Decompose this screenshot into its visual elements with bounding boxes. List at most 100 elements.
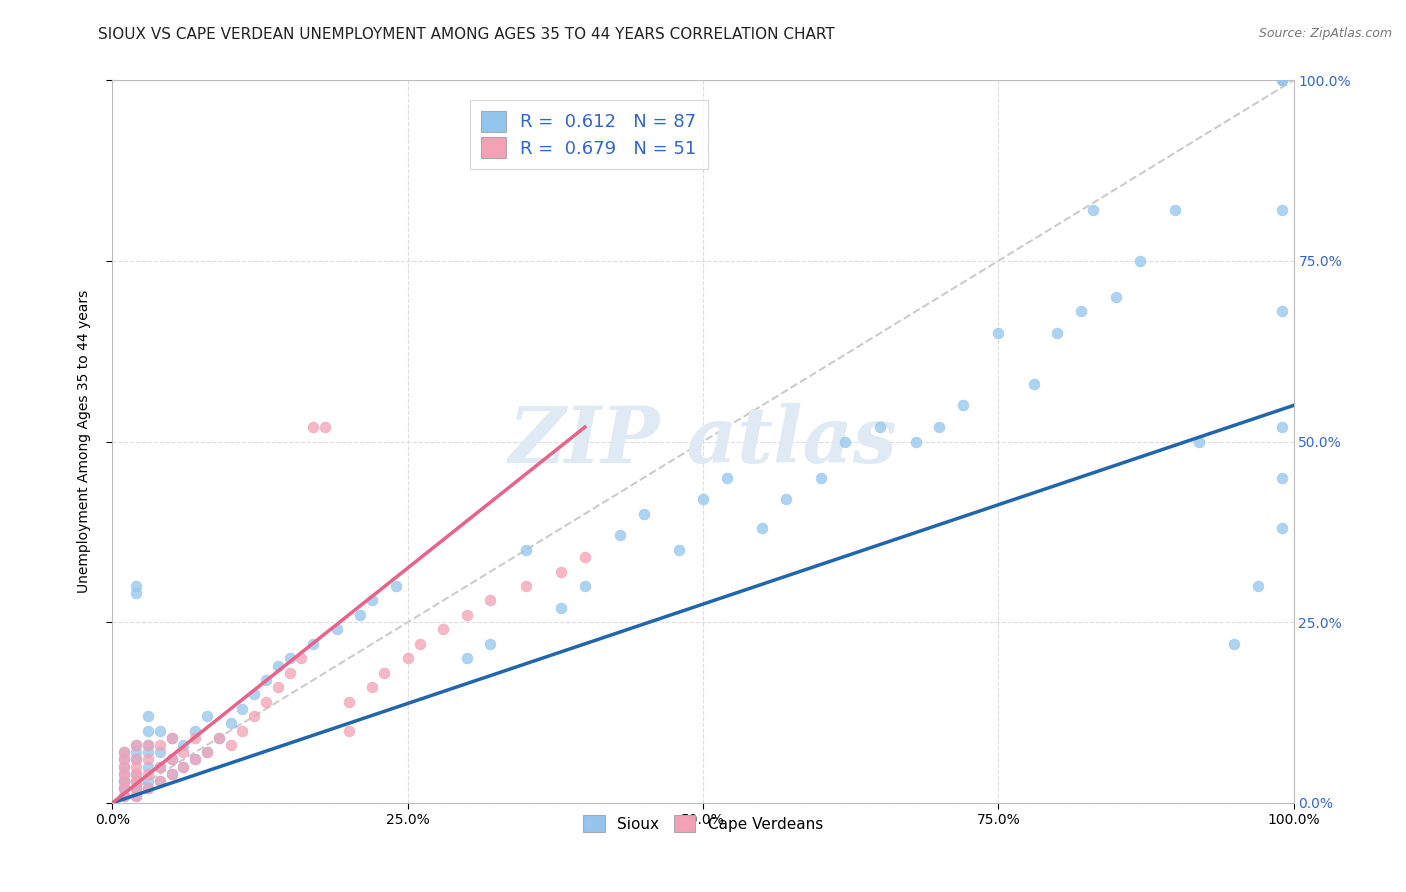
Point: [125, 767, 148, 781]
Point: [160, 767, 183, 781]
Point: [550, 565, 572, 579]
Point: [1247, 579, 1270, 593]
Point: [361, 680, 384, 694]
Point: [834, 434, 856, 449]
Point: [361, 593, 384, 607]
Point: [136, 745, 159, 759]
Point: [136, 709, 159, 723]
Point: [125, 738, 148, 752]
Point: [775, 492, 797, 507]
Point: [172, 738, 194, 752]
Point: [125, 752, 148, 766]
Point: [396, 651, 419, 665]
Point: [149, 774, 172, 789]
Point: [456, 607, 478, 622]
Point: [136, 738, 159, 752]
Point: [1105, 290, 1128, 304]
Point: [302, 637, 325, 651]
Point: [456, 651, 478, 665]
Point: [149, 774, 172, 789]
Point: [195, 709, 218, 723]
Point: [125, 789, 148, 803]
Text: SIOUX VS CAPE VERDEAN UNEMPLOYMENT AMONG AGES 35 TO 44 YEARS CORRELATION CHART: SIOUX VS CAPE VERDEAN UNEMPLOYMENT AMONG…: [98, 27, 835, 42]
Point: [172, 745, 194, 759]
Point: [1271, 420, 1294, 434]
Point: [550, 600, 572, 615]
Point: [243, 709, 266, 723]
Point: [219, 716, 242, 731]
Point: [1070, 304, 1092, 318]
Point: [574, 579, 596, 593]
Point: [125, 774, 148, 789]
Point: [125, 760, 148, 774]
Point: [267, 680, 290, 694]
Point: [136, 767, 159, 781]
Point: [112, 752, 135, 766]
Point: [254, 695, 277, 709]
Point: [160, 731, 183, 745]
Point: [136, 760, 159, 774]
Point: [326, 623, 349, 637]
Point: [112, 745, 135, 759]
Point: [125, 789, 148, 803]
Point: [515, 579, 537, 593]
Point: [112, 745, 135, 759]
Point: [337, 695, 360, 709]
Point: [716, 470, 738, 484]
Point: [432, 623, 454, 637]
Point: [1271, 521, 1294, 535]
Point: [184, 752, 207, 766]
Point: [1081, 203, 1104, 218]
Point: [1271, 203, 1294, 218]
Point: [574, 550, 596, 565]
Point: [112, 781, 135, 796]
Point: [1271, 304, 1294, 318]
Legend: Sioux, Cape Verdeans: Sioux, Cape Verdeans: [576, 809, 830, 838]
Point: [208, 731, 231, 745]
Point: [112, 767, 135, 781]
Point: [172, 760, 194, 774]
Point: [112, 767, 135, 781]
Text: Source: ZipAtlas.com: Source: ZipAtlas.com: [1258, 27, 1392, 40]
Point: [125, 767, 148, 781]
Point: [1223, 637, 1246, 651]
Point: [408, 637, 430, 651]
Point: [692, 492, 714, 507]
Point: [1271, 73, 1294, 87]
Point: [231, 702, 253, 716]
Point: [149, 745, 172, 759]
Point: [243, 687, 266, 701]
Point: [160, 731, 183, 745]
Point: [112, 781, 135, 796]
Point: [1271, 73, 1294, 87]
Text: ZIP atlas: ZIP atlas: [509, 403, 897, 480]
Point: [479, 593, 502, 607]
Point: [125, 586, 148, 600]
Point: [112, 774, 135, 789]
Point: [254, 673, 277, 687]
Point: [609, 528, 631, 542]
Point: [904, 434, 927, 449]
Point: [125, 781, 148, 796]
Point: [810, 470, 832, 484]
Point: [112, 774, 135, 789]
Point: [125, 781, 148, 796]
Point: [668, 542, 690, 557]
Point: [751, 521, 773, 535]
Point: [136, 781, 159, 796]
Point: [160, 752, 183, 766]
Point: [125, 738, 148, 752]
Point: [1271, 470, 1294, 484]
Point: [337, 723, 360, 738]
Point: [112, 781, 135, 796]
Point: [267, 658, 290, 673]
Point: [373, 665, 395, 680]
Point: [515, 542, 537, 557]
Point: [112, 760, 135, 774]
Point: [1022, 376, 1045, 391]
Point: [928, 420, 950, 434]
Point: [208, 731, 231, 745]
Point: [112, 789, 135, 803]
Point: [1164, 203, 1187, 218]
Point: [125, 752, 148, 766]
